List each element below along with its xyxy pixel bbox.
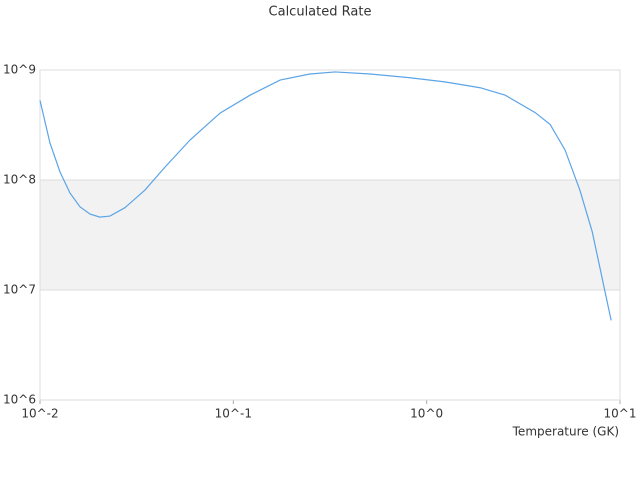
y-tick-label: 10^8 (3, 173, 36, 187)
grid-band (40, 180, 620, 290)
chart-title: Calculated Rate (269, 5, 372, 20)
x-tick-label: 10^1 (604, 407, 637, 421)
y-tick-label: 10^6 (3, 393, 36, 407)
plot-border (39, 69, 621, 401)
line-series (39, 71, 612, 321)
x-axis-label: Temperature (GK) (512, 425, 619, 439)
y-tick-label: 10^7 (3, 283, 36, 297)
x-tick-label: 10^-1 (215, 407, 252, 421)
x-tick-label: 10^0 (410, 407, 443, 421)
x-tick-label: 10^-2 (21, 407, 58, 421)
y-tick-label: 10^9 (3, 63, 36, 77)
